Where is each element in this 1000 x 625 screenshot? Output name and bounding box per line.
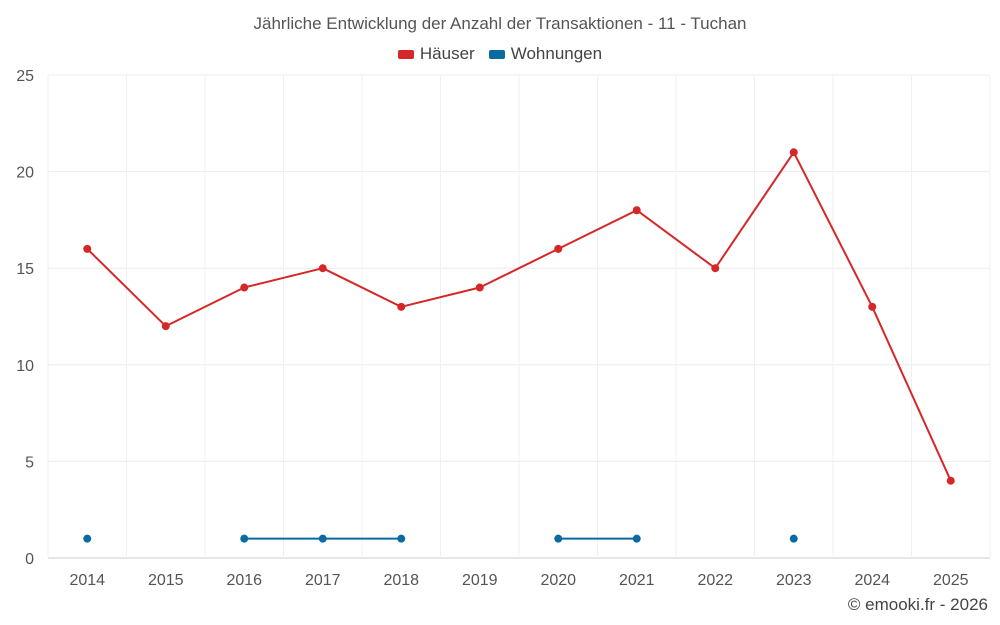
data-point bbox=[161, 322, 170, 331]
data-point bbox=[789, 534, 798, 543]
series-line-segment bbox=[86, 248, 167, 327]
data-point bbox=[397, 302, 406, 311]
legend: Häuser Wohnungen bbox=[0, 44, 1000, 64]
data-point bbox=[868, 302, 877, 311]
series-line-segment bbox=[479, 247, 559, 289]
data-point bbox=[475, 283, 484, 292]
data-point bbox=[554, 244, 563, 253]
legend-swatch-wohnungen bbox=[488, 49, 505, 59]
data-point bbox=[554, 534, 563, 543]
y-tick-label: 10 bbox=[16, 358, 34, 375]
x-tick-label: 2021 bbox=[619, 572, 655, 589]
y-tick-label: 5 bbox=[25, 454, 34, 471]
x-tick-label: 2025 bbox=[933, 572, 969, 589]
legend-swatch-haeuser bbox=[397, 49, 414, 59]
x-tick-label: 2019 bbox=[462, 572, 498, 589]
y-tick-label: 15 bbox=[16, 261, 34, 278]
data-point bbox=[318, 534, 327, 543]
series-line-segment bbox=[165, 286, 245, 328]
data-point bbox=[240, 534, 249, 543]
data-point bbox=[240, 283, 249, 292]
x-tick-label: 2016 bbox=[226, 572, 262, 589]
series-line-segment bbox=[557, 209, 638, 250]
legend-item-haeuser[interactable]: Häuser bbox=[397, 44, 475, 64]
data-point bbox=[318, 264, 327, 273]
data-point bbox=[632, 206, 641, 215]
x-tick-label: 2024 bbox=[854, 572, 890, 589]
legend-label-wohnungen: Wohnungen bbox=[510, 44, 603, 63]
x-tick-label: 2023 bbox=[776, 572, 812, 589]
credit-text: © emooki.fr - 2026 bbox=[847, 595, 988, 614]
data-point bbox=[632, 534, 641, 543]
data-point bbox=[711, 264, 720, 273]
x-tick-label: 2015 bbox=[148, 572, 184, 589]
series-line-segment bbox=[322, 267, 402, 308]
series-line-segment bbox=[714, 151, 795, 269]
data-point bbox=[789, 148, 798, 157]
x-tick-label: 2022 bbox=[697, 572, 733, 589]
y-tick-label: 25 bbox=[16, 68, 34, 85]
legend-item-wohnungen[interactable]: Wohnungen bbox=[488, 44, 603, 64]
chart-title: Jährliche Entwicklung der Anzahl der Tra… bbox=[253, 14, 747, 33]
series-line-segment bbox=[401, 286, 480, 308]
data-point bbox=[83, 534, 92, 543]
x-tick-label: 2014 bbox=[69, 572, 105, 589]
x-tick-label: 2018 bbox=[383, 572, 419, 589]
legend-label-haeuser: Häuser bbox=[419, 44, 475, 63]
series-line-segment bbox=[636, 209, 716, 270]
series-line-segment bbox=[244, 267, 323, 289]
series-line-segment bbox=[792, 151, 874, 308]
x-tick-label: 2017 bbox=[305, 572, 341, 589]
series-line-segment bbox=[871, 306, 952, 482]
data-point bbox=[83, 244, 92, 253]
data-point bbox=[397, 534, 406, 543]
y-tick-label: 20 bbox=[16, 165, 34, 182]
data-point bbox=[946, 476, 955, 485]
x-tick-label: 2020 bbox=[540, 572, 576, 589]
y-tick-label: 0 bbox=[25, 551, 34, 568]
